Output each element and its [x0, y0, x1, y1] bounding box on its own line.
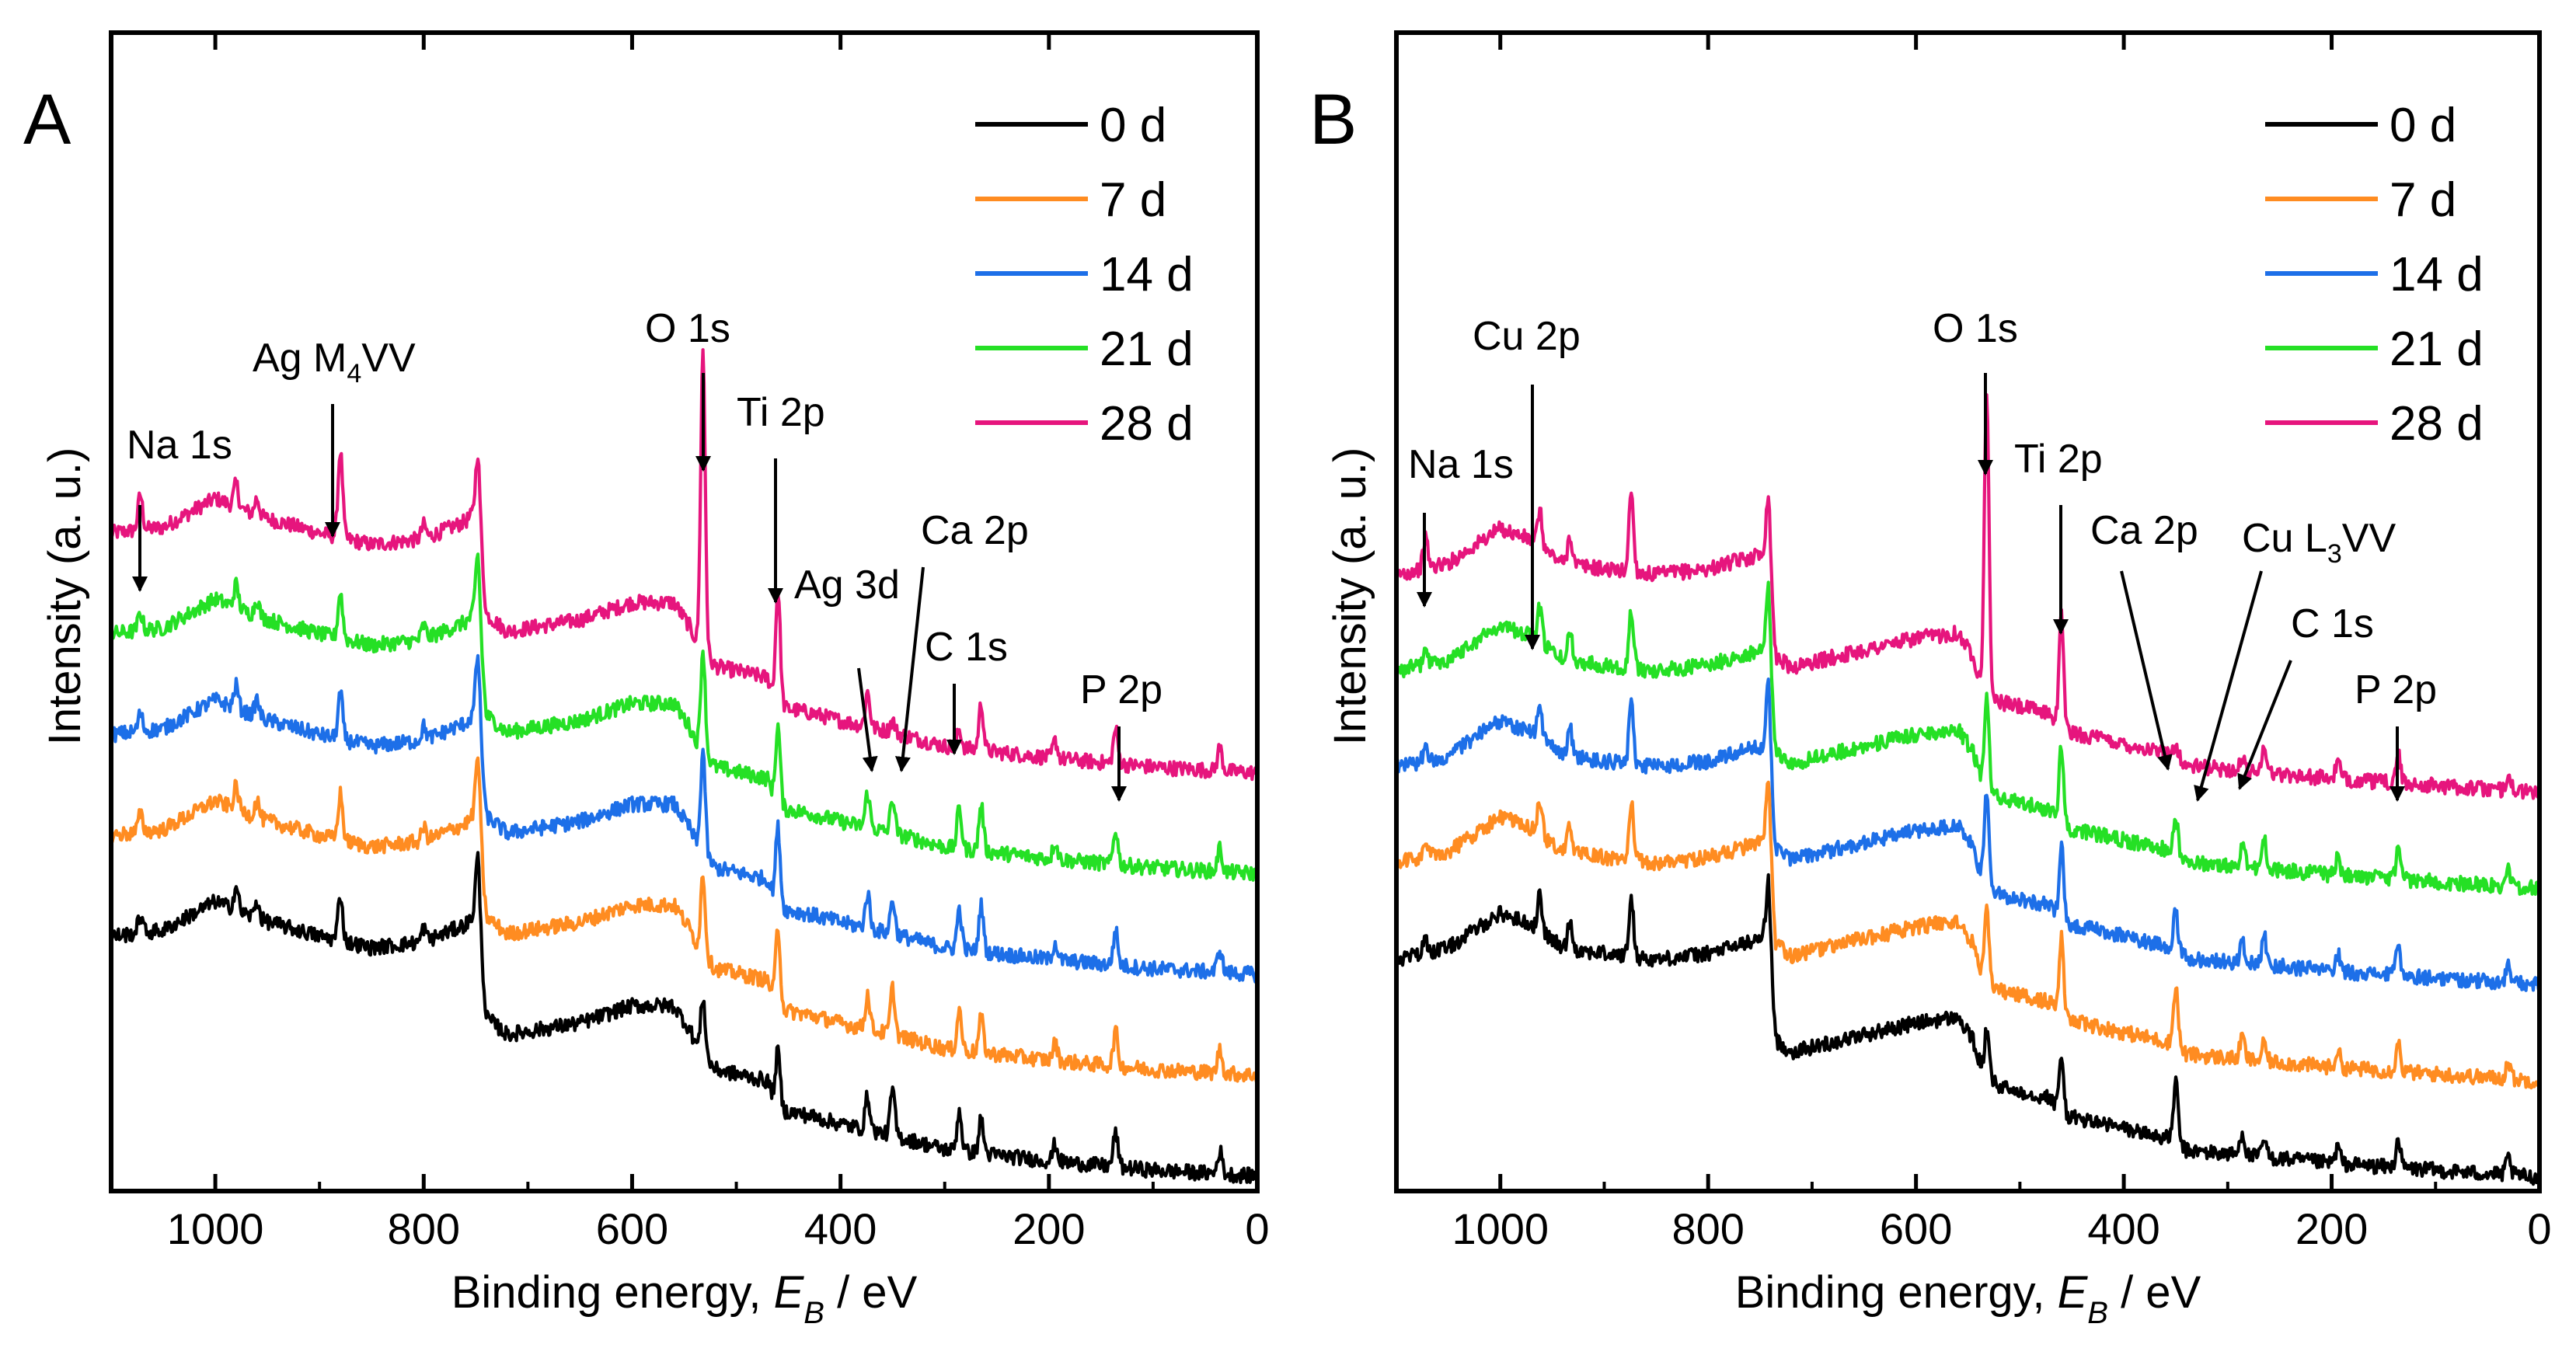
peak-label: Ca 2p [2090, 508, 2198, 553]
peak-label: Ca 2p [921, 508, 1029, 553]
legend-label: 21 d [2390, 322, 2484, 376]
peak-arrow [2237, 660, 2292, 790]
legend-label: 7 d [2390, 173, 2456, 227]
x-tick-label: 200 [1013, 1204, 1085, 1253]
peak-annotation: Cu 2p [1473, 314, 1581, 650]
x-axis-label: Binding energy, EB / eV [451, 1267, 918, 1330]
panel-letter: A [23, 80, 71, 159]
peak-annotation: C 1s [925, 625, 1008, 755]
x-tick-label: 400 [2087, 1204, 2159, 1253]
series-line-0-d [1394, 873, 2542, 1186]
peak-annotation: Ag 3d [794, 563, 900, 772]
peak-label: Cu 2p [1473, 314, 1581, 359]
legend-label: 28 d [2390, 397, 2484, 451]
panel-b: 1000 800 600 400 200 0 B Intensity (a. u.) Bindi… [1309, 30, 2552, 1330]
peak-annotation: Ti 2p [2014, 437, 2103, 635]
x-tick-label: 800 [1671, 1204, 1744, 1253]
peak-label: Na 1s [1408, 442, 1514, 487]
series-line-14-d [109, 653, 1258, 984]
peak-label: O 1s [1933, 306, 2018, 351]
peak-label: O 1s [645, 306, 730, 351]
peak-label: C 1s [925, 625, 1008, 670]
legend: 0 d 7 d 14 d 21 d 28 d [2265, 99, 2484, 451]
legend-label: 0 d [1100, 99, 1166, 152]
legend-label: 28 d [1100, 397, 1194, 451]
x-tick-label: 0 [2527, 1204, 2551, 1253]
panel-letter: B [1309, 80, 1357, 159]
series-line-14-d [1394, 678, 2542, 992]
x-axis-label: Binding energy, EB / eV [1735, 1267, 2201, 1330]
peak-annotation: Cu L3VV [2194, 516, 2396, 802]
legend-label: 21 d [1100, 322, 1194, 376]
peak-arrow [2194, 570, 2263, 802]
peak-annotation: Ag M4VV [253, 336, 416, 538]
legend-label: 14 d [2390, 248, 2484, 301]
series-line-0-d [109, 851, 1258, 1185]
series-line-7-d [1394, 780, 2541, 1090]
x-tick-label: 200 [2295, 1204, 2368, 1253]
legend: 0 d 7 d 14 d 21 d 28 d [975, 99, 1194, 451]
legend-label: 0 d [2390, 99, 2456, 152]
peak-label: Ti 2p [737, 390, 825, 435]
x-tick-label: 1000 [1452, 1204, 1549, 1253]
series-line-21-d [1395, 580, 2541, 896]
y-axis-label: Intensity (a. u.) [40, 448, 90, 746]
peak-label: C 1s [2291, 601, 2374, 646]
peak-annotation: O 1s [1933, 306, 2018, 475]
peak-annotation: P 2p [1080, 667, 1163, 802]
series-line-21-d [109, 552, 1260, 882]
legend-label: 14 d [1100, 248, 1194, 301]
legend-label: 7 d [1100, 173, 1166, 227]
series-line-28-d [109, 348, 1260, 782]
peak-arrow [857, 667, 878, 772]
peak-annotation: O 1s [645, 306, 730, 472]
peak-label: Ti 2p [2014, 437, 2103, 482]
peak-label: Ag M4VV [253, 336, 416, 388]
peak-label: Na 1s [127, 423, 232, 468]
x-tick-label: 600 [1880, 1204, 1952, 1253]
peak-label: P 2p [1080, 667, 1163, 712]
peak-annotation: Na 1s [1408, 442, 1514, 608]
peak-arrow [894, 566, 925, 772]
series-line-28-d [1395, 393, 2542, 800]
peak-annotation: Ca 2p [894, 508, 1029, 772]
x-tick-label: 600 [596, 1204, 668, 1253]
peak-arrow [2120, 570, 2173, 771]
x-tick-label: 800 [388, 1204, 460, 1253]
x-tick-label: 400 [804, 1204, 877, 1253]
x-tick-label: 1000 [167, 1204, 264, 1253]
peak-label: P 2p [2355, 667, 2437, 712]
panel-a: 1000 800 600 400 200 0 A Intensity (a. u.) Bindi… [23, 30, 1270, 1330]
peak-annotation: C 1s [2237, 601, 2374, 790]
peak-annotation: Ca 2p [2090, 508, 2198, 771]
peak-annotation: Na 1s [127, 423, 232, 592]
peak-annotation: P 2p [2355, 667, 2437, 802]
peak-label: Cu L3VV [2242, 516, 2396, 569]
x-tick-label: 0 [1245, 1204, 1269, 1253]
y-axis-label: Intensity (a. u.) [1325, 448, 1375, 746]
peak-annotation: Ti 2p [737, 390, 825, 604]
peak-label: Ag 3d [794, 563, 900, 608]
series-line-7-d [109, 756, 1260, 1083]
plot-frame [109, 30, 1260, 1193]
plot-frame [1394, 30, 2542, 1193]
